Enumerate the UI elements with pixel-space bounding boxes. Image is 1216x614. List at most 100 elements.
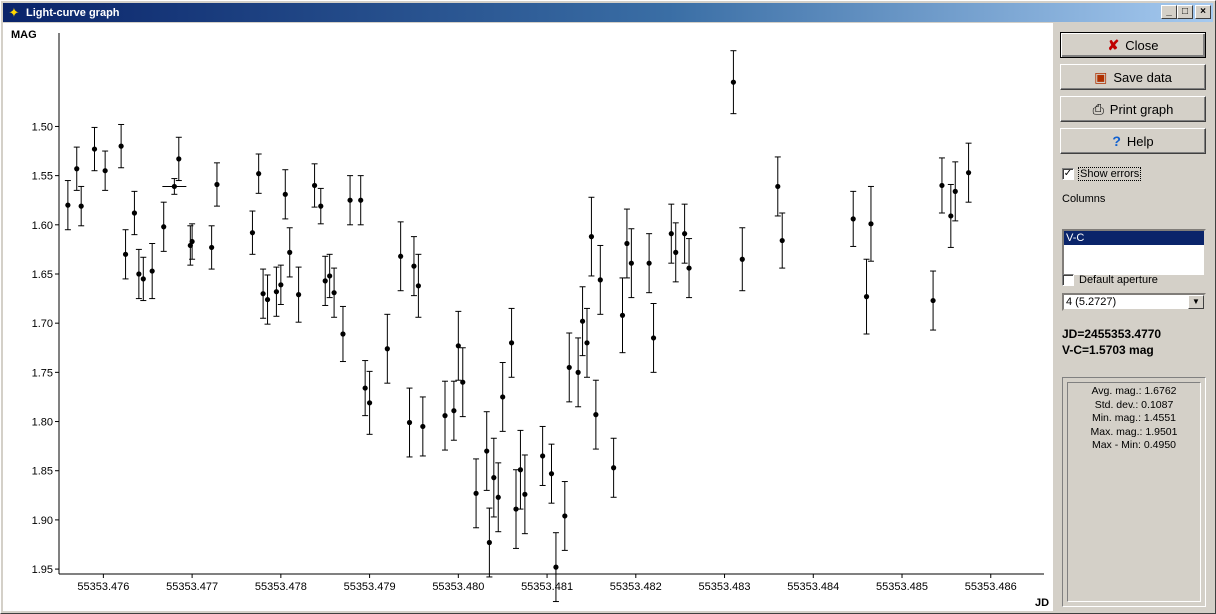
y-tick-label: 1.75 xyxy=(32,367,53,379)
data-point xyxy=(668,231,674,237)
y-tick-label: 1.70 xyxy=(32,318,53,330)
data-point xyxy=(952,188,958,194)
data-point xyxy=(868,221,874,227)
data-point xyxy=(930,297,936,304)
data-point xyxy=(249,230,256,236)
x-tick-label: 55353.485 xyxy=(876,581,928,593)
data-point xyxy=(340,331,346,337)
x-tick-label: 55353.480 xyxy=(432,581,484,593)
show-errors-checkbox[interactable]: ✓ Show errors xyxy=(1062,167,1142,181)
show-errors-label: Show errors xyxy=(1077,167,1142,181)
default-aperture-label: Default aperture xyxy=(1079,274,1158,286)
data-point xyxy=(500,394,506,400)
statistics-panel: Avg. mag.: 1.6762 Std. dev.: 0.1087 Min.… xyxy=(1062,377,1206,607)
help-button[interactable]: ? Help xyxy=(1060,128,1206,154)
x-tick-label: 55353.486 xyxy=(965,581,1017,593)
default-aperture-check-box[interactable] xyxy=(1062,274,1074,286)
data-point xyxy=(611,465,617,471)
y-tick-label: 1.60 xyxy=(32,220,53,232)
aperture-select[interactable]: 4 (5.2727) ▼ xyxy=(1062,293,1206,311)
show-errors-check-icon[interactable]: ✓ xyxy=(1062,168,1074,180)
data-point xyxy=(362,385,368,391)
close-button[interactable]: ✘ Close xyxy=(1060,32,1206,58)
help-question-icon: ? xyxy=(1112,133,1121,149)
x-tick-label: 55353.481 xyxy=(521,581,573,593)
data-point xyxy=(575,369,581,375)
columns-list-item[interactable]: V-C xyxy=(1064,231,1204,245)
data-point xyxy=(398,253,404,259)
data-point xyxy=(415,283,421,289)
data-point xyxy=(522,491,528,497)
data-point xyxy=(517,467,524,473)
x-axis-label: JD xyxy=(1035,597,1049,609)
data-point xyxy=(331,290,337,296)
data-point xyxy=(473,490,479,496)
data-point xyxy=(540,453,546,459)
print-graph-button[interactable]: ⎙ Print graph xyxy=(1060,96,1206,122)
data-point xyxy=(411,263,417,269)
light-curve-chart: MAG JD 1.50 1.55 1.60 1.65 1.70 1.75 1.80 1.85 1.9… xyxy=(11,29,1049,609)
side-panel: ✘ Close ▣ Save data ⎙ Print graph ? Help… xyxy=(1056,23,1214,611)
columns-listbox[interactable]: V-C xyxy=(1062,229,1206,277)
data-point xyxy=(588,234,595,240)
close-x-icon: ✘ xyxy=(1107,37,1120,53)
data-point xyxy=(730,79,737,85)
data-point xyxy=(455,343,461,349)
y-tick-label: 1.90 xyxy=(32,515,53,527)
data-point xyxy=(189,238,195,245)
stat-min-mag: Min. mag.: 1.4551 xyxy=(1091,412,1177,424)
stat-max-min: Max - Min: 0.4950 xyxy=(1091,439,1177,451)
data-point xyxy=(619,312,626,318)
data-point xyxy=(131,210,138,216)
title-bar[interactable]: ✦ Light-curve graph _ □ × xyxy=(3,3,1213,22)
chevron-down-icon[interactable]: ▼ xyxy=(1188,295,1204,309)
data-point xyxy=(775,183,781,190)
data-point xyxy=(682,231,688,237)
data-point xyxy=(562,513,568,519)
data-point xyxy=(287,249,293,255)
save-data-button[interactable]: ▣ Save data xyxy=(1060,64,1206,90)
vc-readout: V-C=1.5703 mag xyxy=(1062,343,1154,357)
y-tick-label: 1.80 xyxy=(32,417,53,429)
close-window-button[interactable]: × xyxy=(1195,5,1211,19)
data-point xyxy=(347,197,353,203)
stat-avg-mag: Avg. mag.: 1.6762 xyxy=(1091,385,1177,397)
data-point xyxy=(548,471,555,477)
data-point xyxy=(209,244,215,251)
data-point xyxy=(176,156,182,162)
save-data-label: Save data xyxy=(1113,69,1172,85)
data-point xyxy=(442,413,448,419)
x-tick-label: 55353.482 xyxy=(610,581,662,593)
data-point xyxy=(322,278,328,284)
data-point xyxy=(513,506,519,512)
data-point xyxy=(566,364,572,371)
data-point xyxy=(278,282,284,288)
data-point xyxy=(460,379,466,385)
data-point xyxy=(384,346,390,352)
stat-max-mag: Max. mag.: 1.9501 xyxy=(1090,425,1178,438)
maximize-button[interactable]: □ xyxy=(1177,5,1193,19)
data-point xyxy=(491,475,497,481)
default-aperture-checkbox[interactable]: Default aperture xyxy=(1062,274,1158,286)
data-point xyxy=(673,249,679,255)
minimize-button[interactable]: _ xyxy=(1161,5,1177,19)
data-point xyxy=(451,408,457,414)
data-point xyxy=(161,224,167,230)
window-controls: _ □ × xyxy=(1161,5,1211,19)
data-point xyxy=(311,182,318,189)
data-point xyxy=(624,240,630,247)
data-point xyxy=(508,340,515,346)
data-point xyxy=(118,143,124,149)
data-point xyxy=(484,448,490,454)
y-tick-label: 1.85 xyxy=(32,466,53,478)
x-tick-label: 55353.477 xyxy=(166,581,218,593)
close-button-label: Close xyxy=(1125,37,1159,53)
light-curve-plot[interactable]: MAG JD 1.50 1.55 1.60 1.65 1.70 1.75 1.80 1.85 1.9… xyxy=(3,23,1053,611)
data-point xyxy=(78,203,84,209)
y-tick-label: 1.50 xyxy=(32,121,53,133)
data-point xyxy=(406,419,413,426)
data-point xyxy=(91,146,98,152)
data-point xyxy=(295,292,302,298)
data-point xyxy=(579,318,586,324)
data-point xyxy=(214,181,220,188)
